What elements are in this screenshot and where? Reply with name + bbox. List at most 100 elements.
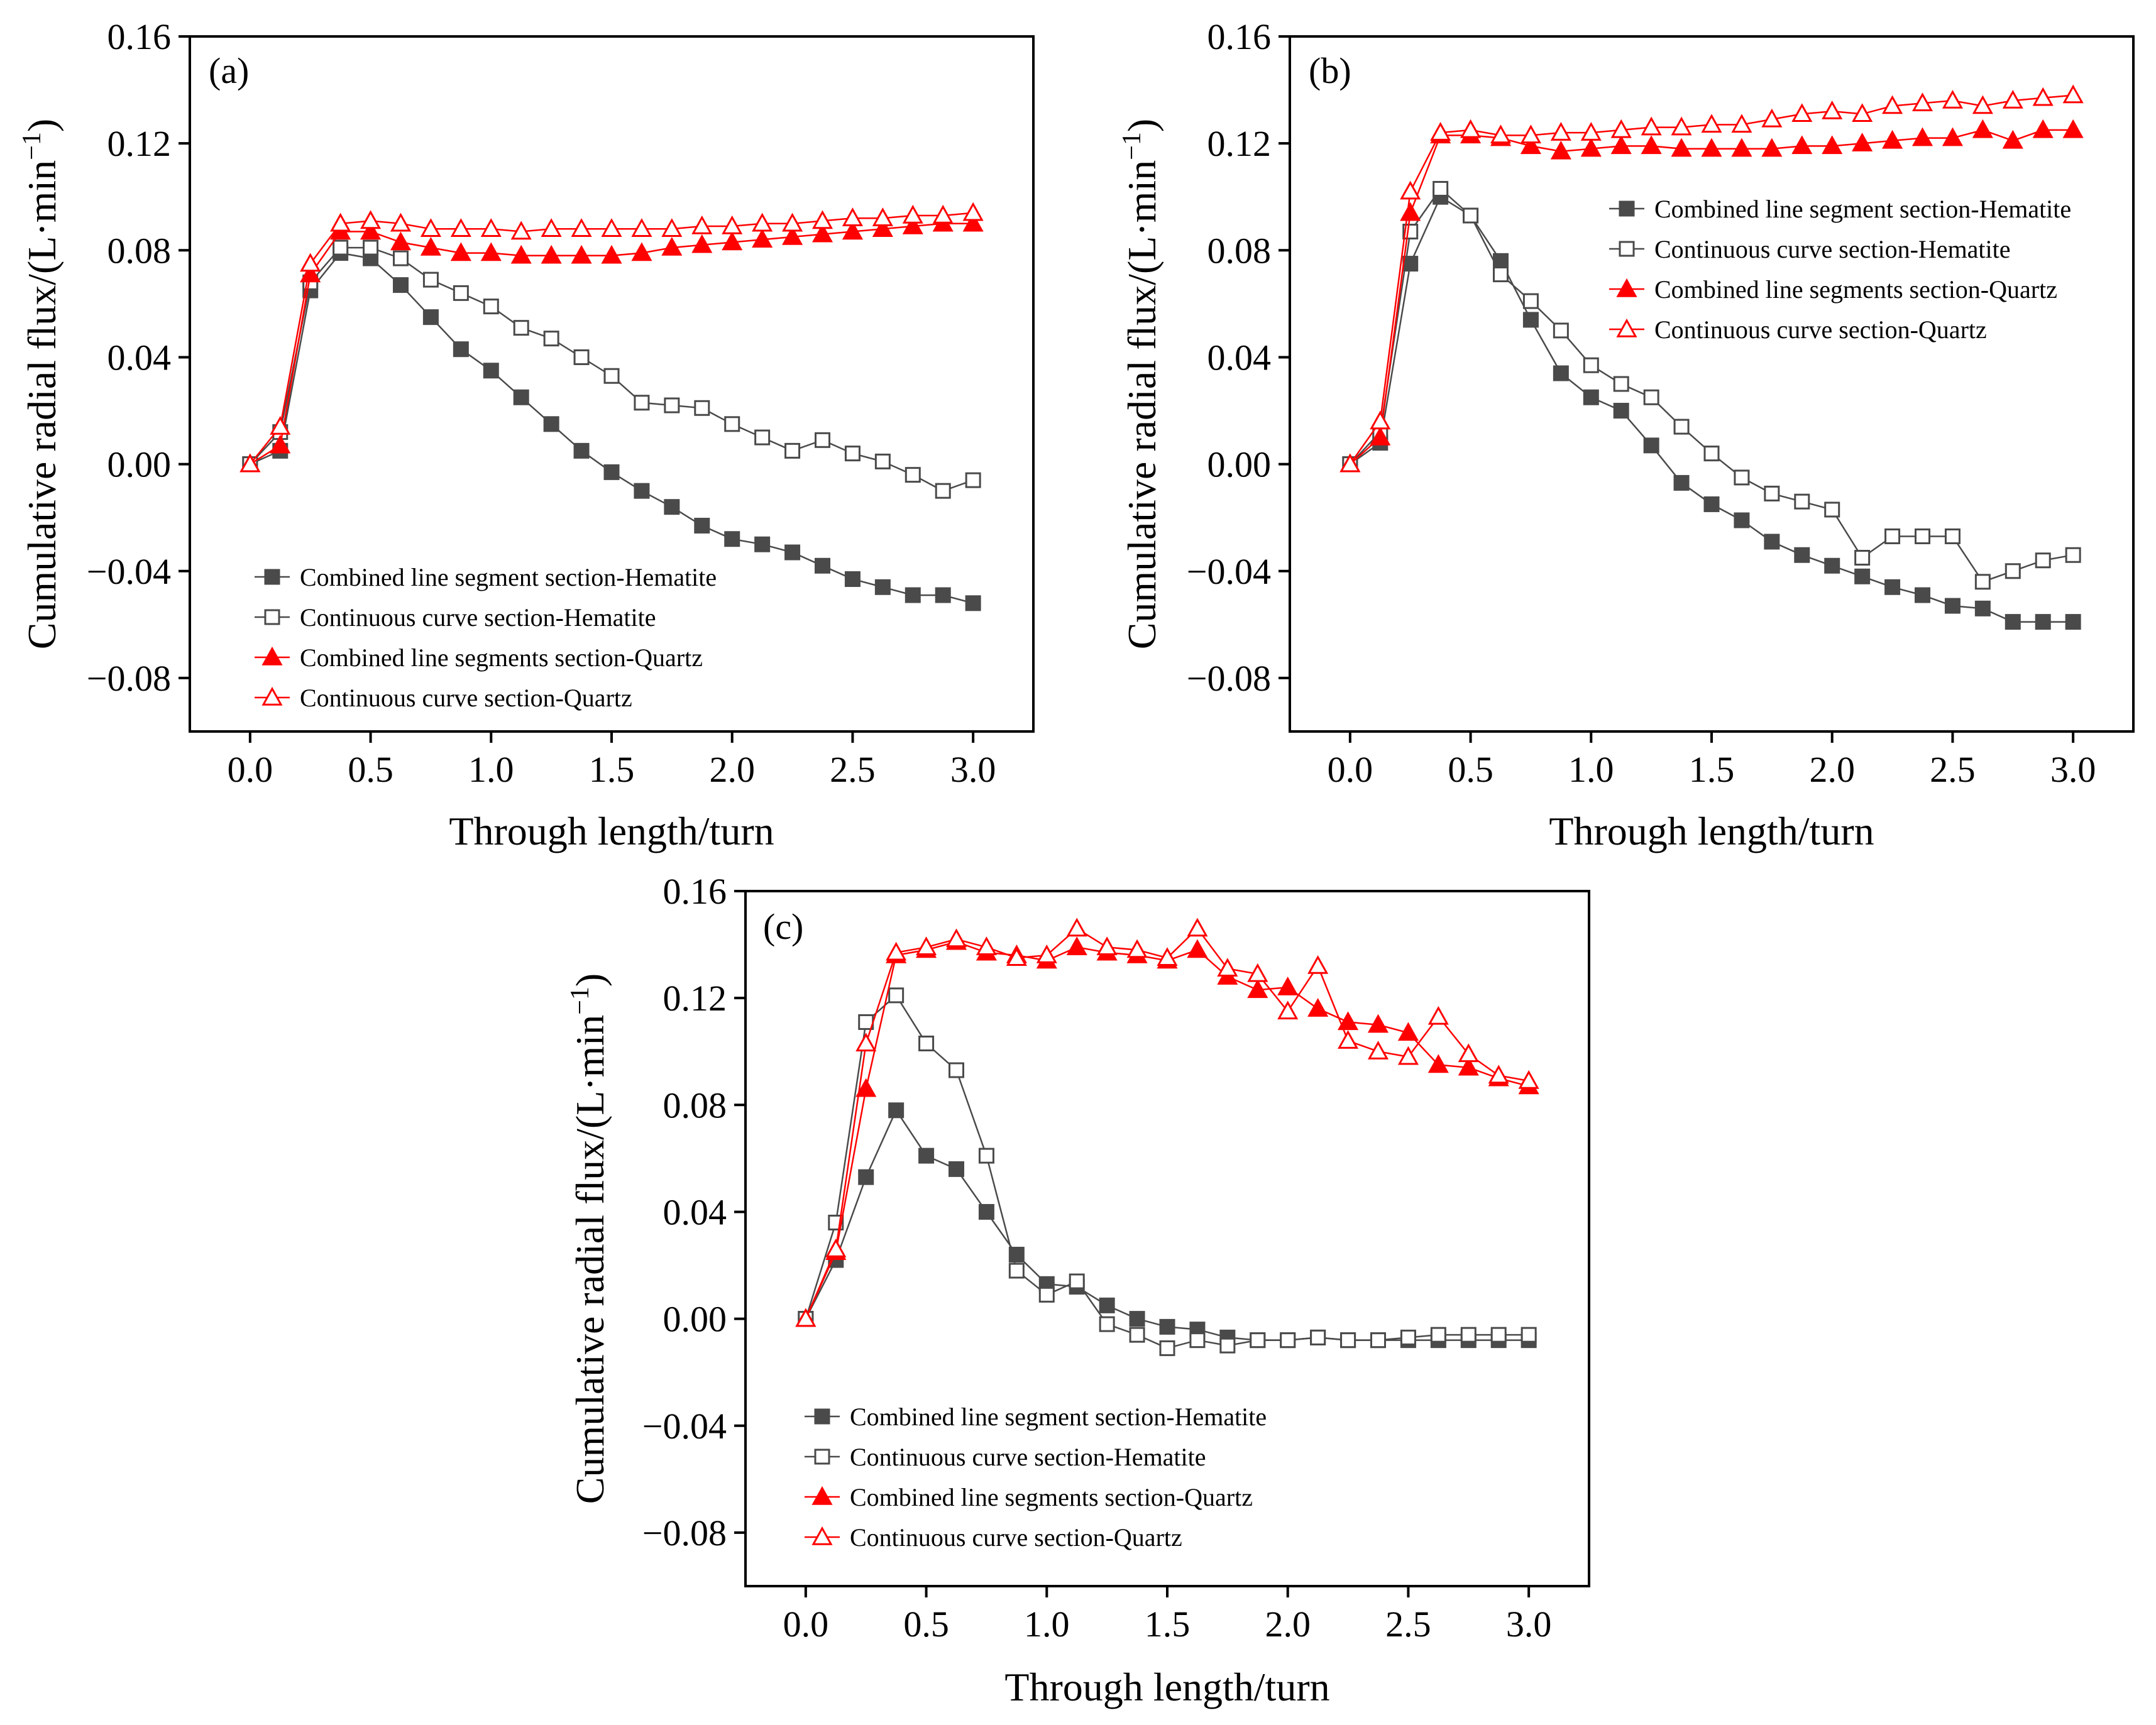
y-tick-label: 0.00 [663, 1299, 727, 1340]
legend: Combined line segment section-Hematite Co… [255, 563, 717, 712]
data-point [1942, 127, 1963, 146]
data-point [1066, 917, 1087, 937]
data-point [422, 271, 439, 288]
data-point [1493, 266, 1509, 283]
data-point [825, 1238, 847, 1257]
data-point [1339, 453, 1361, 473]
data-point [2062, 84, 2084, 104]
data-point [2035, 552, 2051, 569]
data-point [1791, 103, 1813, 123]
plot-frame [744, 890, 1590, 1587]
data-point [1280, 1332, 1296, 1349]
data-point [1641, 135, 1662, 155]
data-point [1884, 528, 1901, 544]
data-point [1520, 124, 1541, 144]
series-line [805, 927, 1529, 1320]
y-tick-label: 0.16 [1207, 16, 1272, 57]
data-point [603, 368, 620, 384]
data-point [571, 218, 592, 237]
data-point [1701, 114, 1722, 133]
data-point [1129, 1311, 1145, 1327]
x-tick-label: 3.0 [1506, 1604, 1552, 1645]
data-point [1277, 977, 1299, 995]
data-point [661, 218, 683, 237]
data-point [1911, 127, 1933, 146]
data-point [844, 571, 861, 588]
data-point [1761, 138, 1783, 157]
data-point [1852, 133, 1873, 151]
data-point [2065, 614, 2081, 630]
legend-marker [1619, 200, 1635, 217]
data-point [962, 212, 984, 232]
data-point [1247, 963, 1268, 982]
data-point [513, 389, 529, 405]
data-point [844, 446, 861, 462]
data-point [872, 218, 893, 237]
legend-label: Combined line segments section-Quartz [300, 643, 703, 672]
data-point [1553, 365, 1569, 381]
legend-marker [1616, 278, 1637, 297]
data-point [513, 320, 529, 336]
data-point [300, 263, 321, 283]
x-tick-label: 0.5 [903, 1604, 949, 1645]
legend-label: Continuous curve section-Hematite [300, 603, 656, 632]
series-line [805, 941, 1529, 1320]
panel-label: (a) [209, 50, 249, 91]
y-tick-label: −0.08 [87, 658, 171, 699]
data-point [1643, 389, 1659, 405]
series-line [805, 1109, 1529, 1341]
data-point [872, 207, 893, 226]
data-point [634, 395, 650, 411]
data-point [1370, 426, 1391, 446]
x-tick-label: 1.5 [1689, 749, 1735, 790]
panel-c: 0.0 0.5 1.0 1.5 2.0 2.5 3.0 0.16 0.12 0.08 0.04 0.0… [566, 871, 1590, 1709]
data-point [360, 221, 382, 240]
y-tick-label: 0.04 [107, 337, 172, 378]
legend-label: Combined line segments section-Quartz [850, 1483, 1253, 1511]
data-point [1129, 1327, 1145, 1343]
data-point [965, 595, 981, 611]
data-point [1307, 955, 1329, 974]
data-point [978, 1203, 994, 1220]
data-point [664, 397, 680, 413]
data-point [1854, 550, 1871, 566]
data-point [784, 544, 801, 561]
data-point [543, 331, 559, 347]
data-point [541, 218, 562, 237]
data-point [1159, 1318, 1175, 1335]
data-point [1433, 180, 1449, 197]
data-point [1882, 129, 1903, 149]
y-axis-title-main: Cumulative radial flux/(L·min [1119, 160, 1164, 649]
data-point [1340, 1332, 1356, 1349]
data-point [754, 429, 771, 446]
data-point [842, 221, 863, 240]
data-point [1250, 1332, 1266, 1349]
legend-label: Continuous curve section-Hematite [1654, 235, 2011, 263]
data-point [1038, 1286, 1055, 1303]
legend-label: Combined line segments section-Quartz [1654, 275, 2057, 304]
data-point [450, 218, 471, 237]
data-point [1099, 1316, 1115, 1332]
axis-ticks: 0.0 0.5 1.0 1.5 2.0 2.5 3.0 0.16 0.12 0.08 0.04 0.0… [1187, 16, 2096, 790]
data-point [932, 204, 954, 224]
data-point [1370, 1332, 1386, 1349]
legend-marker [1619, 241, 1635, 257]
data-point [1488, 1065, 1509, 1084]
data-point [360, 210, 382, 229]
data-point [571, 244, 592, 264]
data-point [300, 253, 321, 272]
data-point [270, 434, 291, 454]
legend-marker [814, 1448, 830, 1465]
data-point [782, 226, 803, 245]
legend-marker [1616, 318, 1637, 337]
data-point [1550, 122, 1571, 141]
series-line [805, 994, 1529, 1349]
data-point [480, 242, 502, 261]
data-point [1522, 293, 1539, 309]
data-point [1521, 1327, 1537, 1343]
data-point [330, 212, 351, 232]
data-point [1884, 579, 1901, 595]
y-tick-label: 0.00 [1207, 444, 1272, 485]
data-point [270, 415, 291, 435]
data-point [1099, 1297, 1115, 1313]
